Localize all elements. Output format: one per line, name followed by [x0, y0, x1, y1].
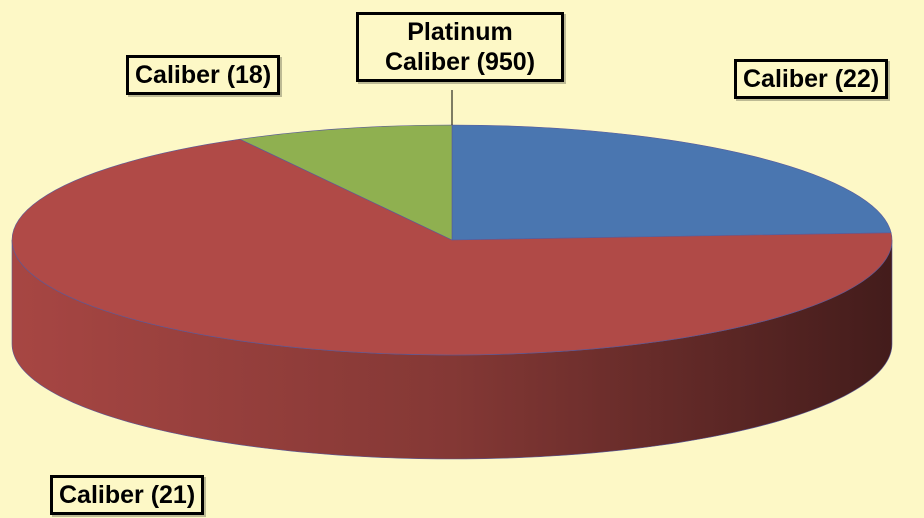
slice-label: Caliber (21) — [50, 475, 205, 515]
slice-label: Caliber (18) — [126, 55, 281, 95]
slice-label: Platinum Caliber (950) — [356, 12, 564, 82]
slice-label: Caliber (22) — [734, 59, 889, 99]
pie-slice — [451, 124, 892, 241]
pie-slice — [11, 138, 893, 356]
pie-slice — [239, 124, 453, 241]
